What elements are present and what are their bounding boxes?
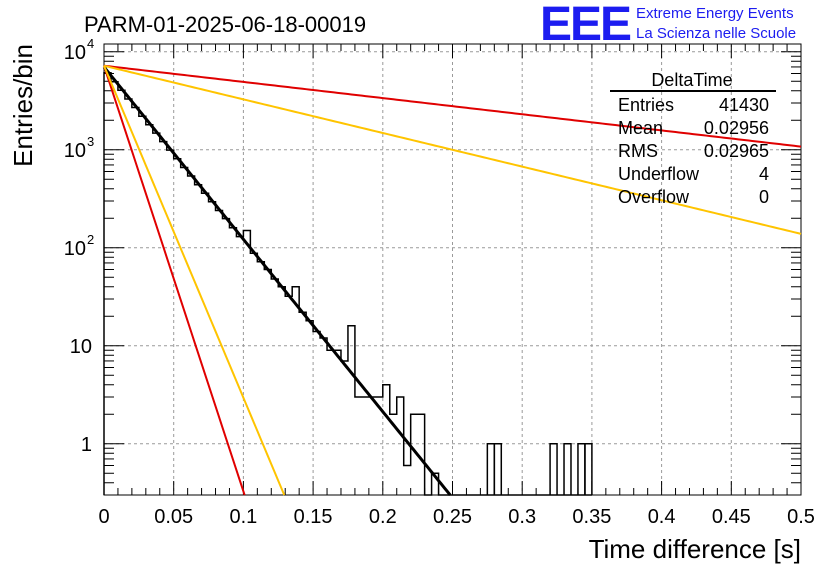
x-tick-label: 0.25 [433, 506, 472, 528]
stats-value: 41430 [719, 95, 769, 115]
x-tick-label: 0.45 [712, 506, 751, 528]
x-tick-label: 0 [98, 506, 109, 528]
stats-title: DeltaTime [651, 70, 732, 90]
histogram-bin [486, 443, 496, 495]
y-tick-exponent: 4 [87, 36, 94, 51]
y-tick-label: 10 [64, 42, 86, 64]
stats-value: 0.02956 [704, 118, 769, 138]
logo-line1: Extreme Energy Events [636, 5, 794, 22]
x-tick-label: 0.3 [508, 506, 536, 528]
axis-ticks [103, 44, 802, 496]
fit-curve [102, 65, 452, 496]
y-axis-label: Entries/bin [8, 44, 38, 167]
grid [104, 44, 801, 495]
histogram-bin [577, 443, 586, 495]
stats-rows: Entries 41430 Mean 0.02956 RMS 0.02965Underfl… [618, 95, 769, 207]
y-tick-exponent: 3 [87, 134, 94, 149]
x-tick-label: 0.15 [294, 506, 333, 528]
stats-label: Underflow [618, 164, 700, 184]
fit-curve [103, 65, 286, 496]
axis-tick-labels: 0 0.05 0.1 0.15 0.2 0.25 0.3 0.35 0.4 0.45 0.5 1 10 1… [64, 36, 815, 528]
stats-value: 0.02965 [704, 141, 769, 161]
stats-box: DeltaTime Entries 41430 Mean 0.02956 RMS 0.02… [610, 70, 776, 207]
histogram-bin [563, 443, 572, 495]
stats-value: 0 [759, 187, 769, 207]
stats-label: Mean [618, 118, 663, 138]
y-tick-exponent: 2 [87, 232, 94, 247]
logo-line2: La Scienza nelle Scuole [636, 25, 796, 42]
x-tick-label: 0.5 [787, 506, 815, 528]
y-tick-label: 10 [64, 140, 86, 162]
histogram-bin [493, 443, 503, 495]
x-tick-label: 0.2 [369, 506, 397, 528]
histogram [103, 72, 593, 496]
x-tick-label: 0.35 [572, 506, 611, 528]
plot-area: 0 0.05 0.1 0.15 0.2 0.25 0.3 0.35 0.4 0.45 0.5 1 10 1… [64, 36, 815, 528]
histogram-bin [549, 443, 558, 495]
histogram-bin [584, 443, 593, 495]
x-tick-label: 0.05 [154, 506, 193, 528]
x-axis-label: Time difference [s] [589, 534, 801, 564]
y-tick-label: 1 [81, 434, 92, 456]
x-tick-label: 0.4 [648, 506, 676, 528]
y-tick-label: 10 [64, 238, 86, 260]
fit-curve [103, 64, 802, 235]
stats-value: 4 [759, 164, 769, 184]
stats-label: Entries [618, 95, 674, 115]
fit-curve [103, 65, 246, 496]
run-title: PARM-01-2025-06-18-00019 [84, 12, 366, 37]
stats-label: Overflow [618, 187, 690, 207]
histogram-outline [103, 72, 592, 496]
fit-curves [102, 64, 802, 496]
eee-logo: EEE [540, 0, 631, 51]
fit-curve [103, 64, 802, 148]
stats-label: RMS [618, 141, 658, 161]
x-tick-label: 0.1 [229, 506, 257, 528]
y-tick-label: 10 [70, 336, 92, 358]
